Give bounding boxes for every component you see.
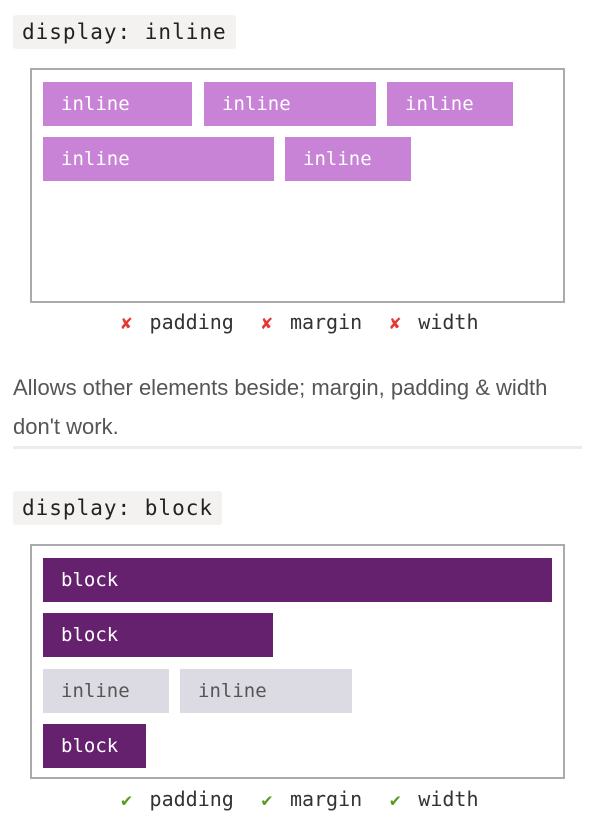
legend-label-margin: margin — [289, 310, 363, 334]
block-chip: block — [43, 724, 146, 768]
legend-label-padding: padding — [149, 310, 234, 334]
block-legend: ✔ padding ✔ margin ✔ width — [0, 787, 594, 811]
cross-icon: ✘ — [389, 313, 401, 334]
inline-chip: inline — [285, 137, 411, 181]
inline-chip: inline — [180, 669, 352, 713]
block-chip: block — [43, 558, 552, 602]
legend-label-width: width — [418, 310, 479, 334]
legend-label-margin: margin — [289, 787, 363, 811]
check-icon: ✔ — [389, 790, 401, 811]
inline-chip: inline — [204, 82, 376, 126]
inline-legend: ✘ padding ✘ margin ✘ width — [0, 310, 594, 334]
block-chip: block — [43, 613, 273, 657]
inline-chip: inline — [43, 669, 169, 713]
legend-label-padding: padding — [149, 787, 234, 811]
inline-chip: inline — [43, 137, 274, 181]
block-code-label: display: block — [13, 491, 223, 525]
inline-chip: inline — [43, 82, 192, 126]
inline-chip: inline — [387, 82, 513, 126]
block-demo-box: block block inline inline block — [30, 544, 565, 779]
inline-description: Allows other elements beside; margin, pa… — [13, 375, 548, 439]
section-divider — [13, 446, 582, 449]
check-icon: ✔ — [261, 790, 273, 811]
cross-icon: ✘ — [261, 313, 273, 334]
inline-demo-box: inline inline inline inline inline — [30, 68, 565, 303]
legend-label-width: width — [418, 787, 479, 811]
check-icon: ✔ — [121, 790, 132, 811]
cross-icon: ✘ — [121, 313, 132, 334]
inline-code-label: display: inline — [13, 15, 236, 49]
